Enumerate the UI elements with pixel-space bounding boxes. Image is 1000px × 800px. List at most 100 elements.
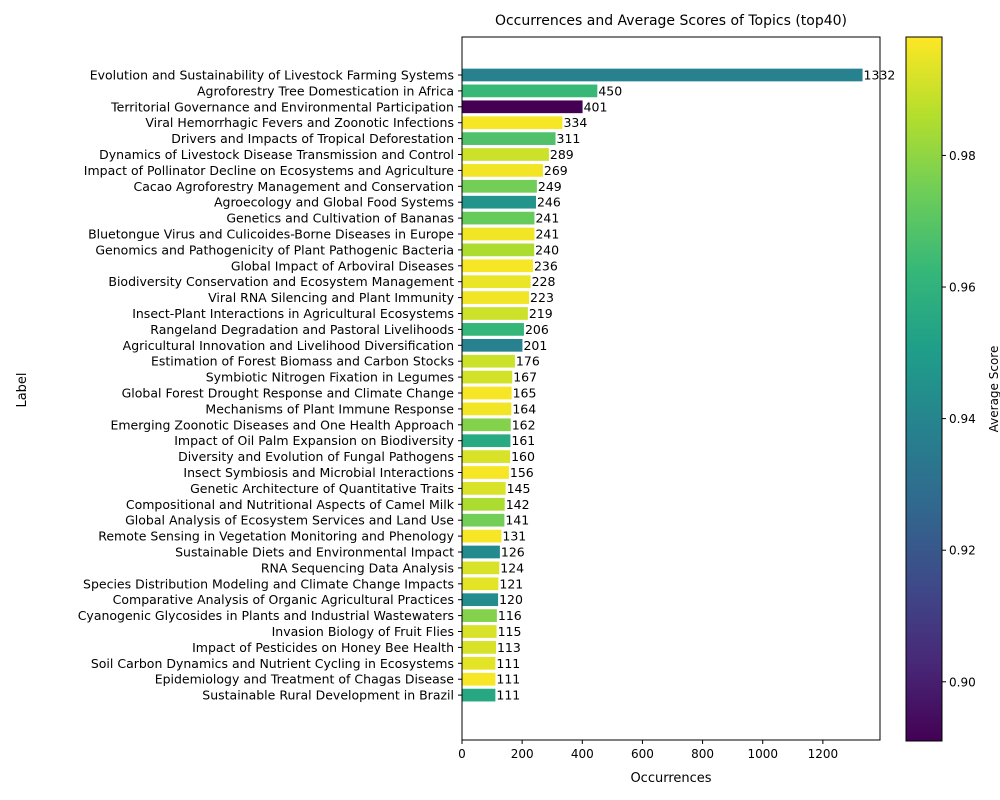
bar	[462, 259, 533, 273]
bar	[462, 148, 549, 161]
bar	[462, 402, 512, 416]
bar	[462, 688, 496, 702]
bar-value-label: 131	[502, 529, 526, 544]
x-tick-label: 400	[571, 747, 594, 761]
bar-value-label: 161	[511, 433, 535, 448]
y-tick-label: Evolution and Sustainability of Livestoc…	[90, 68, 454, 83]
y-tick-label: Agroforestry Tree Domestication in Afric…	[197, 83, 454, 98]
bar	[462, 561, 500, 575]
y-tick-label: Impact of Oil Palm Expansion on Biodiver…	[174, 433, 454, 448]
bar-value-label: 240	[535, 242, 559, 257]
bar	[462, 450, 511, 463]
y-tick-label: Global Forest Drought Response and Clima…	[122, 386, 455, 401]
bar	[462, 84, 598, 98]
y-tick-label: Estimation of Forest Biomass and Carbon …	[151, 354, 454, 369]
y-tick-label: Genetic Architecture of Quantitative Tra…	[190, 481, 454, 496]
y-tick-label: Dynamics of Livestock Disease Transmissi…	[99, 147, 454, 162]
y-tick-label: Impact of Pesticides on Honey Bee Health	[192, 640, 454, 655]
bar	[462, 195, 536, 209]
bar-value-label: 111	[496, 672, 520, 687]
y-tick-label: Bluetongue Virus and Culicoides-Borne Di…	[88, 227, 454, 242]
y-axis-label: Label	[15, 372, 30, 407]
x-tick-label: 800	[691, 747, 714, 761]
y-tick-label: Impact of Pollinator Decline on Ecosyste…	[84, 163, 455, 178]
chart-title: Occurrences and Average Scores of Topics…	[495, 13, 847, 29]
bar-value-label: 162	[512, 417, 536, 432]
bar-value-label: 1332	[864, 68, 896, 83]
bar-value-label: 160	[511, 449, 535, 464]
bar	[462, 625, 497, 638]
colorbar-ticks: 0.90 0.92 0.94 0.96 0.98	[942, 149, 976, 689]
bar-value-label: 311	[557, 131, 581, 146]
x-axis-label: Occurrences	[630, 771, 711, 786]
bar-value-label: 249	[538, 179, 562, 194]
bar-value-label: 124	[500, 560, 524, 575]
bar	[462, 418, 511, 432]
bar	[462, 593, 499, 607]
bar	[462, 609, 497, 622]
plot-frame	[461, 36, 881, 741]
bar-value-label: 219	[529, 306, 553, 321]
y-tick-label: Species Distribution Modeling and Climat…	[83, 576, 454, 591]
bar-value-label: 121	[499, 576, 523, 591]
y-axis-ticks: Evolution and Sustainability of Livestoc…	[78, 68, 462, 703]
bar-value-label: 206	[525, 322, 549, 337]
y-tick-label: Global Impact of Arboviral Diseases	[231, 258, 454, 273]
y-tick-label: Drivers and Impacts of Tropical Deforest…	[171, 131, 454, 146]
bar-value-label: 142	[506, 497, 530, 512]
bar-value-label: 201	[523, 338, 547, 353]
bar-value-label: 120	[499, 592, 523, 607]
bar-value-label: 289	[550, 147, 574, 162]
y-tick-label: Invasion Biology of Fruit Flies	[272, 624, 454, 639]
x-tick-label: 1200	[808, 747, 839, 761]
bar	[462, 354, 515, 368]
bar	[462, 227, 535, 241]
colorbar-tick-label: 0.98	[949, 149, 976, 163]
bar-value-label: 113	[497, 640, 521, 655]
y-tick-label: Mechanisms of Plant Immune Response	[205, 401, 454, 416]
bar	[462, 307, 528, 320]
colorbar-tick-label: 0.94	[949, 412, 976, 426]
y-tick-label: Symbiotic Nitrogen Fixation in Legumes	[206, 370, 454, 385]
bar	[462, 338, 523, 352]
y-tick-label: Rangeland Degradation and Pastoral Livel…	[150, 322, 454, 337]
bar	[462, 529, 502, 543]
bar	[462, 656, 496, 670]
value-labels-group: 1332450401334311289269249246241241240236…	[496, 68, 895, 703]
y-tick-label: Genomics and Pathogenicity of Plant Path…	[95, 242, 454, 257]
bar	[462, 291, 530, 304]
y-tick-label: Sustainable Diets and Environmental Impa…	[175, 545, 454, 560]
x-tick-label: 200	[511, 747, 534, 761]
bar	[462, 275, 531, 289]
bar-value-label: 241	[535, 211, 559, 226]
bar	[462, 482, 506, 495]
bar-value-label: 241	[535, 227, 559, 242]
bar	[462, 116, 563, 130]
y-tick-label: Agroecology and Global Food Systems	[214, 195, 454, 210]
y-tick-label: Insect Symbiosis and Microbial Interacti…	[183, 465, 454, 480]
bar	[462, 68, 863, 82]
bar	[462, 513, 505, 527]
y-tick-label: Sustainable Rural Development in Brazil	[202, 688, 454, 703]
bar-value-label: 116	[498, 608, 522, 623]
bar-value-label: 165	[513, 386, 537, 401]
bar-value-label: 145	[507, 481, 531, 496]
y-tick-label: Biodiversity Conservation and Ecosystem …	[108, 274, 454, 289]
bar-value-label: 176	[516, 354, 540, 369]
bar-value-label: 228	[532, 274, 556, 289]
bar-value-label: 269	[544, 163, 568, 178]
bar-value-label: 164	[512, 401, 536, 416]
y-tick-label: Agricultural Innovation and Livelihood D…	[123, 338, 454, 353]
bar-value-label: 167	[513, 370, 537, 385]
colorbar-tick-label: 0.92	[949, 544, 976, 558]
bar	[462, 641, 496, 654]
bar-value-label: 236	[534, 258, 558, 273]
bar	[462, 100, 583, 114]
bar	[462, 370, 513, 384]
bar-value-label: 115	[498, 624, 522, 639]
y-tick-label: Cyanogenic Glycosides in Plants and Indu…	[78, 608, 454, 623]
bar	[462, 164, 543, 177]
bar	[462, 323, 524, 336]
y-tick-label: Remote Sensing in Vegetation Monitoring …	[98, 529, 454, 544]
